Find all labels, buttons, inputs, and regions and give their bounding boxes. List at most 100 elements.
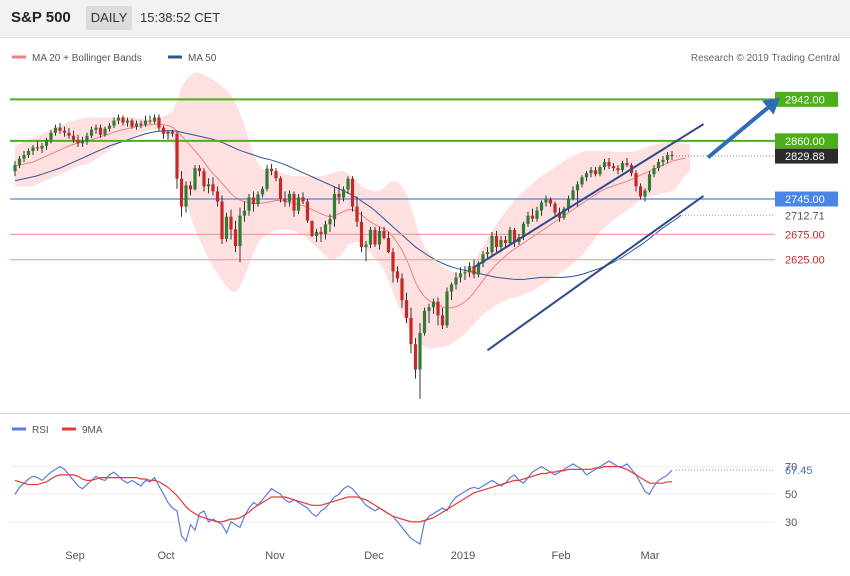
candle-up (485, 252, 490, 255)
candle-down (616, 168, 620, 171)
candle-up (13, 165, 17, 172)
level-label-box (775, 91, 838, 107)
rsi-tick-70: 70 (785, 462, 797, 474)
candle-down (638, 186, 643, 197)
candle-up (323, 224, 328, 234)
x-tick-Mar: Mar (641, 550, 660, 562)
candle-up (328, 219, 332, 225)
candle-down (593, 170, 598, 175)
candle-down (179, 178, 184, 207)
x-tick-Dec: Dec (364, 550, 384, 562)
candle-down (161, 127, 166, 134)
candle-up (499, 239, 503, 248)
candle-up (80, 140, 85, 144)
rsi-9ma-line (14, 465, 672, 523)
candle-down (67, 132, 71, 136)
candle-down (130, 120, 134, 127)
x-tick-2019: 2019 (451, 550, 475, 562)
rsi-last-value: 67.45 (785, 465, 813, 477)
candle-up (368, 229, 373, 245)
price-panel: 2942.00 2860.00 2829.88 2745.00 2712.71 2675.… (0, 72, 850, 414)
candle-up (107, 125, 112, 129)
candle-down (197, 168, 202, 172)
level-label-2625.00: 2625.00 (785, 255, 825, 267)
candle-up (89, 129, 94, 136)
period-button[interactable]: DAILY (86, 6, 132, 30)
candle-up (652, 168, 656, 175)
candle-down (548, 199, 553, 204)
candle-up (539, 202, 544, 211)
candle-down (413, 344, 418, 370)
candle-up (661, 160, 665, 163)
candle-up (184, 185, 188, 207)
candle-up (463, 272, 467, 274)
candle-down (121, 117, 125, 123)
candle-down (409, 317, 413, 345)
candle-up (260, 188, 265, 195)
candle-up (535, 210, 539, 219)
candle-down (382, 230, 386, 238)
rsi-tick-30: 30 (785, 517, 797, 529)
candle-up (296, 197, 301, 211)
candle-up (224, 216, 229, 239)
candle-up (247, 197, 251, 211)
candle-up (206, 184, 211, 187)
candle-up (193, 168, 197, 190)
candle-up (643, 190, 647, 197)
candle-down (337, 193, 341, 198)
candle-down (211, 184, 215, 192)
candle-down (625, 163, 629, 166)
candle-down (58, 127, 62, 131)
candle-down (440, 315, 445, 326)
candle-down (391, 252, 395, 272)
candle-up (418, 333, 422, 370)
candle-down (310, 220, 314, 236)
candle-down (188, 185, 193, 190)
candle-up (656, 162, 661, 169)
candle-up (314, 231, 319, 236)
ma50-legend-label: MA 50 (188, 53, 217, 64)
candle-up (26, 150, 31, 155)
level-label-2829.88: 2829.88 (785, 151, 825, 163)
candle-down (494, 235, 499, 248)
candle-up (422, 310, 427, 334)
candle-up (242, 210, 247, 216)
candle-down (283, 199, 287, 202)
candle-up (454, 277, 458, 285)
candle-down (170, 131, 175, 134)
candle-up (449, 284, 454, 292)
candle-up (265, 168, 269, 189)
candle-up (490, 235, 494, 253)
candle-down (139, 123, 143, 125)
candle-down (503, 239, 508, 244)
candle-up (238, 215, 242, 247)
candle-up (152, 117, 157, 122)
candle-up (112, 120, 116, 126)
candle-up (620, 163, 625, 171)
candle-down (400, 278, 404, 301)
candle-down (148, 120, 152, 122)
rsi-legend-label: RSI (32, 425, 49, 436)
candle-down (530, 215, 535, 219)
candle-up (377, 230, 382, 245)
level-label-2675.00: 2675.00 (785, 229, 825, 241)
candle-down (220, 201, 224, 239)
candle-up (481, 254, 485, 264)
candle-down (557, 212, 562, 218)
level-label-2942.00: 2942.00 (785, 94, 825, 106)
candle-up (458, 273, 463, 278)
candle-down (76, 139, 80, 144)
candle-down (278, 178, 283, 199)
candle-up (332, 193, 337, 220)
candle-down (62, 130, 67, 133)
rsi-line (14, 460, 673, 545)
candle-down (404, 300, 409, 318)
candle-up (580, 177, 584, 185)
candle-up (562, 208, 566, 218)
level-label-2860.00: 2860.00 (785, 136, 825, 148)
x-tick-Sep: Sep (65, 550, 85, 562)
candle-up (521, 223, 526, 237)
candle-down (607, 162, 611, 167)
bollinger-legend-label: MA 20 + Bollinger Bands (32, 53, 142, 64)
candle-down (395, 271, 400, 279)
